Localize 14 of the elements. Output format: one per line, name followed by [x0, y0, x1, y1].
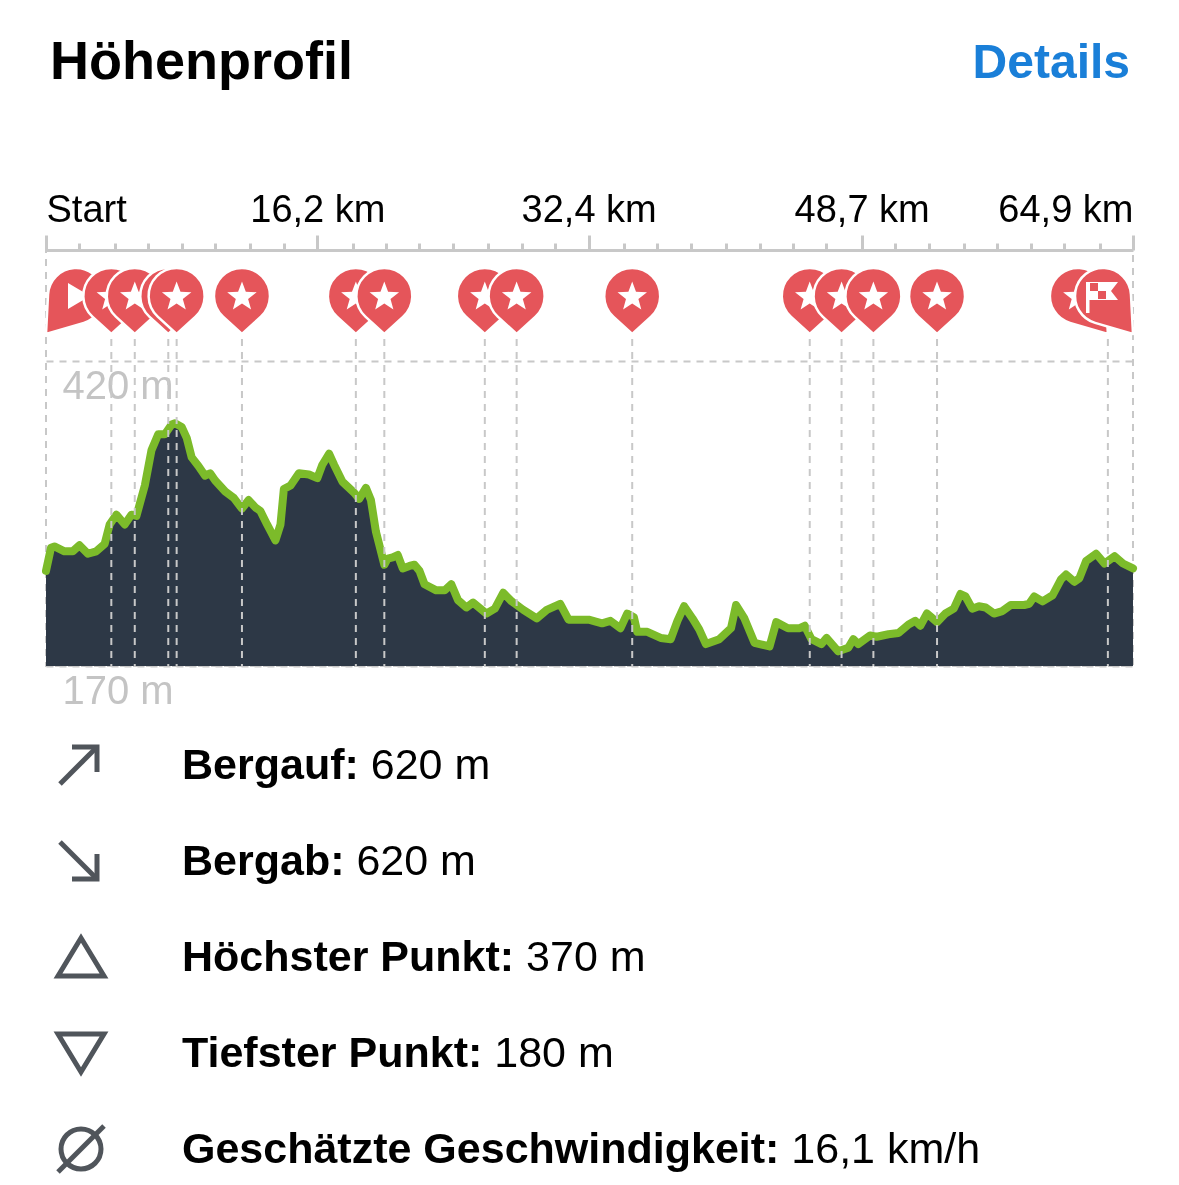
text: Bergauf: 620 m: [182, 740, 491, 788]
text: Höchster Punkt: 370 m: [182, 932, 646, 980]
x-tick-label: Start: [46, 187, 128, 230]
chart-title: Höhenprofil: [50, 30, 353, 90]
y-tick-label: 420 m: [62, 362, 174, 407]
text: Geschätzte Geschwindigkeit: 16,1 km/h: [182, 1124, 981, 1172]
y-tick-label: 170 m: [62, 667, 174, 712]
text: Bergab: 620 m: [182, 836, 476, 884]
x-tick-label: 48,7 km: [794, 187, 930, 230]
x-tick-label: 16,2 km: [250, 187, 386, 230]
text: Details: [972, 34, 1130, 90]
x-tick-label: 64,9 km: [998, 187, 1134, 230]
x-tick-label: 32,4 km: [521, 187, 657, 230]
text: Tiefster Punkt: 180 m: [182, 1028, 614, 1076]
